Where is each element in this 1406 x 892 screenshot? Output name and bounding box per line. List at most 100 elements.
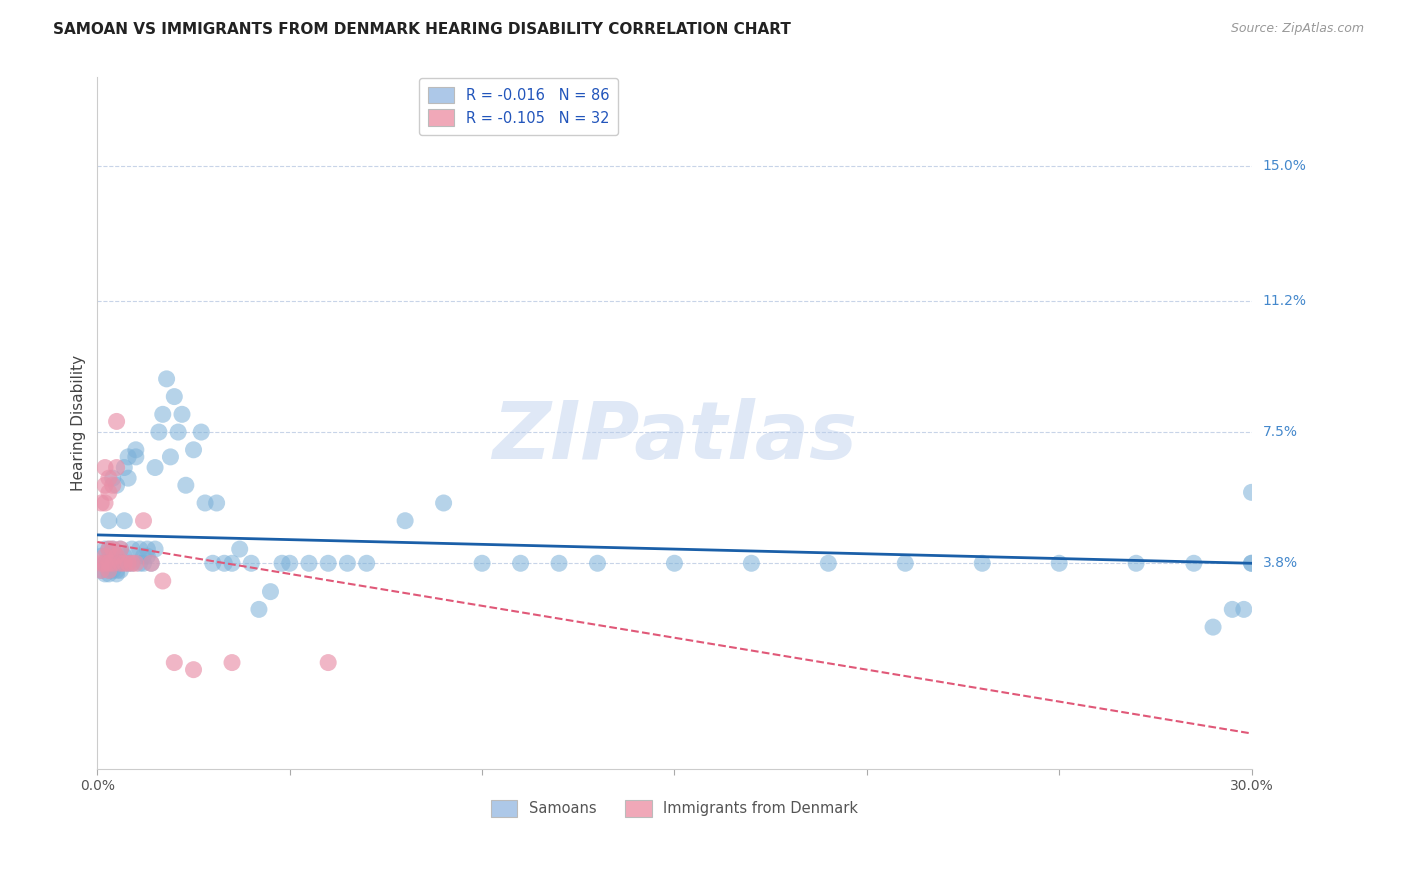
Point [128,556,150,570]
Point [298,556,321,570]
Point [94,566,117,581]
Point [94,549,117,564]
Point [121,542,143,557]
Point [101,556,124,570]
Point [1182,556,1205,570]
Point [143,460,166,475]
Point [105,563,128,577]
Point [97,471,120,485]
Point [183,663,205,677]
Point [132,514,155,528]
Point [110,556,132,570]
Point [110,542,132,557]
Point [112,556,135,570]
Text: ZIPatlas: ZIPatlas [492,398,856,476]
Point [271,556,294,570]
Point [94,542,117,557]
Point [1240,556,1263,570]
Point [143,542,166,557]
Point [1202,620,1225,634]
Point [101,563,124,577]
Point [105,566,128,581]
Point [97,563,120,577]
Legend: Samoans, Immigrants from Denmark: Samoans, Immigrants from Denmark [484,792,866,824]
Point [125,442,148,457]
Point [110,556,132,570]
Point [117,471,139,485]
Point [394,514,416,528]
Point [167,425,190,439]
Point [972,556,994,570]
Point [141,556,163,570]
Point [117,556,139,570]
Point [1240,556,1263,570]
Text: SAMOAN VS IMMIGRANTS FROM DENMARK HEARING DISABILITY CORRELATION CHART: SAMOAN VS IMMIGRANTS FROM DENMARK HEARIN… [53,22,792,37]
Point [316,656,339,670]
Point [117,450,139,464]
Point [101,542,124,557]
Point [336,556,359,570]
Point [112,460,135,475]
Point [128,542,150,557]
Text: 11.2%: 11.2% [1263,293,1306,308]
Point [316,556,339,570]
Point [105,478,128,492]
Point [1125,556,1147,570]
Point [433,496,456,510]
Point [190,425,212,439]
Point [194,496,217,510]
Point [205,496,228,510]
Text: Source: ZipAtlas.com: Source: ZipAtlas.com [1230,22,1364,36]
Point [132,556,155,570]
Point [136,542,159,557]
Point [94,496,117,510]
Point [101,471,124,485]
Point [94,478,117,492]
Point [278,556,301,570]
Point [214,556,236,570]
Point [174,478,197,492]
Point [101,478,124,492]
Point [240,556,263,570]
Point [97,542,120,557]
Point [1240,485,1263,500]
Point [101,556,124,570]
Point [163,656,186,670]
Point [94,556,117,570]
Point [247,602,270,616]
Point [170,407,193,421]
Point [183,442,205,457]
Point [117,556,139,570]
Point [97,556,120,570]
Point [1047,556,1070,570]
Point [90,563,112,577]
Point [90,563,112,577]
Point [259,584,281,599]
Point [221,656,243,670]
Point [90,496,112,510]
Point [136,549,159,564]
Point [97,556,120,570]
Point [148,425,170,439]
Point [163,390,186,404]
Point [97,542,120,557]
Point [125,556,148,570]
Point [94,460,117,475]
Point [740,556,762,570]
Point [159,450,181,464]
Point [152,574,174,588]
Point [664,556,686,570]
Point [97,566,120,581]
Point [105,556,128,570]
Point [1220,602,1243,616]
Point [152,407,174,421]
Point [155,372,177,386]
Point [228,542,250,557]
Point [509,556,531,570]
Point [105,460,128,475]
Y-axis label: Hearing Disability: Hearing Disability [72,355,86,491]
Point [121,556,143,570]
Point [894,556,917,570]
Point [90,556,112,570]
Point [94,556,117,570]
